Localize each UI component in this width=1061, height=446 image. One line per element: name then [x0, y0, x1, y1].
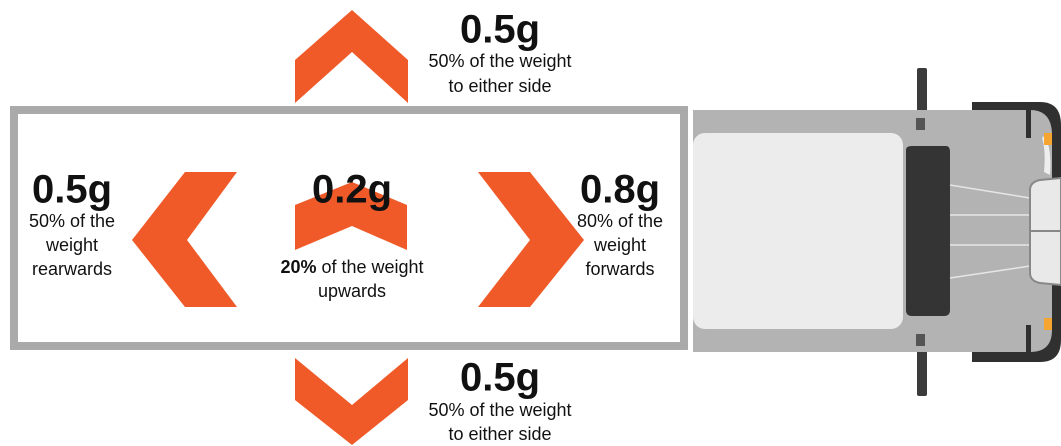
force-text: forwards	[585, 259, 654, 279]
chevron-up	[295, 10, 408, 103]
force-text: 50% of the	[29, 211, 115, 231]
chevron-left	[132, 172, 237, 307]
force-value: 0.5g	[32, 168, 112, 212]
force-text: 50% of the weight	[428, 51, 571, 71]
force-value: 0.2g	[312, 168, 392, 212]
force-percent: 20%	[280, 257, 316, 277]
force-text: 50% of the weight	[428, 400, 571, 420]
truck	[693, 68, 1061, 396]
force-text: weight	[593, 235, 646, 255]
chevron-down	[295, 358, 408, 445]
chevron-right	[478, 172, 584, 307]
force-text: rearwards	[32, 259, 112, 279]
force-text: 80% of the	[577, 211, 663, 231]
force-value: 0.5g	[460, 356, 540, 400]
force-text: to either side	[448, 76, 551, 96]
force-text: 20% of the weight	[280, 257, 423, 277]
force-text: weight	[45, 235, 98, 255]
force-value: 0.5g	[460, 8, 540, 52]
force-text: of the weight	[316, 257, 423, 277]
force-text: to either side	[448, 424, 551, 444]
chevron-center	[295, 182, 407, 250]
force-value: 0.8g	[580, 168, 660, 212]
force-text: upwards	[318, 281, 386, 301]
